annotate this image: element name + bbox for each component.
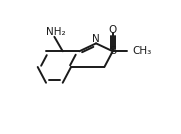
Text: N: N — [92, 34, 100, 44]
Text: S: S — [109, 46, 116, 56]
Text: O: O — [109, 25, 117, 35]
Text: CH₃: CH₃ — [132, 46, 151, 56]
Text: NH₂: NH₂ — [46, 27, 66, 37]
